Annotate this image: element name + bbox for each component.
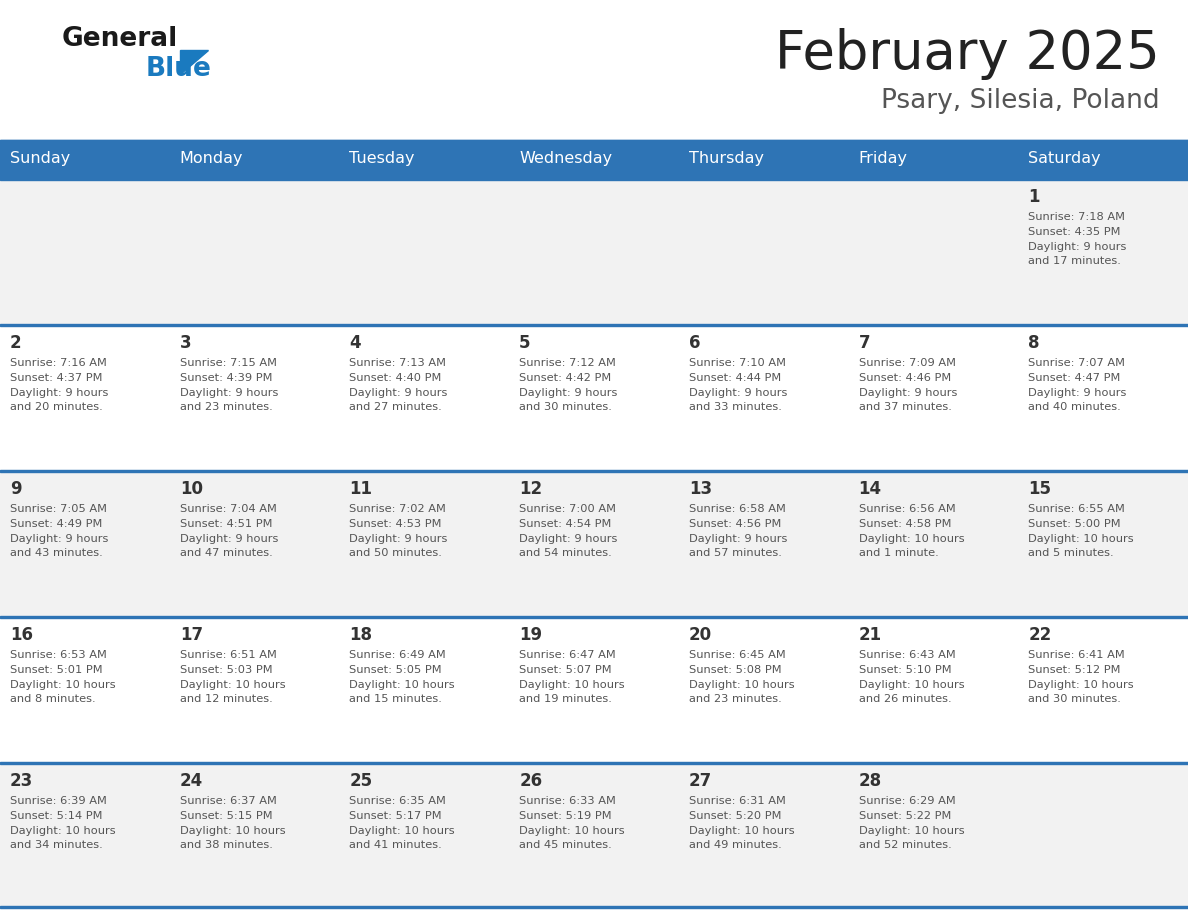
Bar bbox=[0, 616, 1188, 618]
Text: Sunday: Sunday bbox=[10, 151, 70, 166]
Text: Sunrise: 7:09 AM
Sunset: 4:46 PM
Daylight: 9 hours
and 37 minutes.: Sunrise: 7:09 AM Sunset: 4:46 PM Dayligh… bbox=[859, 358, 958, 412]
Text: 19: 19 bbox=[519, 626, 542, 644]
Text: Sunrise: 6:47 AM
Sunset: 5:07 PM
Daylight: 10 hours
and 19 minutes.: Sunrise: 6:47 AM Sunset: 5:07 PM Dayligh… bbox=[519, 650, 625, 704]
Text: Sunrise: 7:05 AM
Sunset: 4:49 PM
Daylight: 9 hours
and 43 minutes.: Sunrise: 7:05 AM Sunset: 4:49 PM Dayligh… bbox=[10, 504, 108, 558]
Text: Sunrise: 6:37 AM
Sunset: 5:15 PM
Daylight: 10 hours
and 38 minutes.: Sunrise: 6:37 AM Sunset: 5:15 PM Dayligh… bbox=[179, 796, 285, 850]
Text: Sunrise: 7:16 AM
Sunset: 4:37 PM
Daylight: 9 hours
and 20 minutes.: Sunrise: 7:16 AM Sunset: 4:37 PM Dayligh… bbox=[10, 358, 108, 412]
Bar bbox=[0, 616, 1188, 762]
Text: Sunrise: 7:10 AM
Sunset: 4:44 PM
Daylight: 9 hours
and 33 minutes.: Sunrise: 7:10 AM Sunset: 4:44 PM Dayligh… bbox=[689, 358, 788, 412]
Text: 5: 5 bbox=[519, 334, 531, 352]
Text: Wednesday: Wednesday bbox=[519, 151, 612, 166]
Text: 17: 17 bbox=[179, 626, 203, 644]
Text: 24: 24 bbox=[179, 772, 203, 790]
Bar bbox=[0, 178, 1188, 180]
Text: Tuesday: Tuesday bbox=[349, 151, 415, 166]
Text: 22: 22 bbox=[1029, 626, 1051, 644]
Text: 7: 7 bbox=[859, 334, 870, 352]
Text: 14: 14 bbox=[859, 480, 881, 498]
Text: Sunrise: 6:41 AM
Sunset: 5:12 PM
Daylight: 10 hours
and 30 minutes.: Sunrise: 6:41 AM Sunset: 5:12 PM Dayligh… bbox=[1029, 650, 1133, 704]
Bar bbox=[0, 324, 1188, 470]
Text: Sunrise: 6:43 AM
Sunset: 5:10 PM
Daylight: 10 hours
and 26 minutes.: Sunrise: 6:43 AM Sunset: 5:10 PM Dayligh… bbox=[859, 650, 965, 704]
Text: 1: 1 bbox=[1029, 188, 1040, 206]
Bar bbox=[0, 140, 1188, 178]
Text: Sunrise: 6:29 AM
Sunset: 5:22 PM
Daylight: 10 hours
and 52 minutes.: Sunrise: 6:29 AM Sunset: 5:22 PM Dayligh… bbox=[859, 796, 965, 850]
Text: 9: 9 bbox=[10, 480, 21, 498]
Text: Sunrise: 6:55 AM
Sunset: 5:00 PM
Daylight: 10 hours
and 5 minutes.: Sunrise: 6:55 AM Sunset: 5:00 PM Dayligh… bbox=[1029, 504, 1133, 558]
Text: Sunrise: 7:13 AM
Sunset: 4:40 PM
Daylight: 9 hours
and 27 minutes.: Sunrise: 7:13 AM Sunset: 4:40 PM Dayligh… bbox=[349, 358, 448, 412]
Text: Sunrise: 6:56 AM
Sunset: 4:58 PM
Daylight: 10 hours
and 1 minute.: Sunrise: 6:56 AM Sunset: 4:58 PM Dayligh… bbox=[859, 504, 965, 558]
Text: Sunrise: 6:58 AM
Sunset: 4:56 PM
Daylight: 9 hours
and 57 minutes.: Sunrise: 6:58 AM Sunset: 4:56 PM Dayligh… bbox=[689, 504, 788, 558]
Bar bbox=[0, 762, 1188, 764]
Text: Sunrise: 6:31 AM
Sunset: 5:20 PM
Daylight: 10 hours
and 49 minutes.: Sunrise: 6:31 AM Sunset: 5:20 PM Dayligh… bbox=[689, 796, 795, 850]
Text: 28: 28 bbox=[859, 772, 881, 790]
Text: Sunrise: 7:12 AM
Sunset: 4:42 PM
Daylight: 9 hours
and 30 minutes.: Sunrise: 7:12 AM Sunset: 4:42 PM Dayligh… bbox=[519, 358, 618, 412]
Text: Sunrise: 7:07 AM
Sunset: 4:47 PM
Daylight: 9 hours
and 40 minutes.: Sunrise: 7:07 AM Sunset: 4:47 PM Dayligh… bbox=[1029, 358, 1126, 412]
Text: Sunrise: 7:04 AM
Sunset: 4:51 PM
Daylight: 9 hours
and 47 minutes.: Sunrise: 7:04 AM Sunset: 4:51 PM Dayligh… bbox=[179, 504, 278, 558]
Text: Sunrise: 6:49 AM
Sunset: 5:05 PM
Daylight: 10 hours
and 15 minutes.: Sunrise: 6:49 AM Sunset: 5:05 PM Dayligh… bbox=[349, 650, 455, 704]
Text: 26: 26 bbox=[519, 772, 542, 790]
Text: Sunrise: 6:35 AM
Sunset: 5:17 PM
Daylight: 10 hours
and 41 minutes.: Sunrise: 6:35 AM Sunset: 5:17 PM Dayligh… bbox=[349, 796, 455, 850]
Text: Sunrise: 7:15 AM
Sunset: 4:39 PM
Daylight: 9 hours
and 23 minutes.: Sunrise: 7:15 AM Sunset: 4:39 PM Dayligh… bbox=[179, 358, 278, 412]
Text: Monday: Monday bbox=[179, 151, 244, 166]
Bar bbox=[0, 762, 1188, 908]
Text: 21: 21 bbox=[859, 626, 881, 644]
Text: Thursday: Thursday bbox=[689, 151, 764, 166]
Text: Friday: Friday bbox=[859, 151, 908, 166]
Text: 12: 12 bbox=[519, 480, 542, 498]
Text: Sunrise: 6:51 AM
Sunset: 5:03 PM
Daylight: 10 hours
and 12 minutes.: Sunrise: 6:51 AM Sunset: 5:03 PM Dayligh… bbox=[179, 650, 285, 704]
Polygon shape bbox=[181, 50, 208, 74]
Text: Sunrise: 6:45 AM
Sunset: 5:08 PM
Daylight: 10 hours
and 23 minutes.: Sunrise: 6:45 AM Sunset: 5:08 PM Dayligh… bbox=[689, 650, 795, 704]
Text: Sunrise: 6:53 AM
Sunset: 5:01 PM
Daylight: 10 hours
and 8 minutes.: Sunrise: 6:53 AM Sunset: 5:01 PM Dayligh… bbox=[10, 650, 115, 704]
Text: Sunrise: 6:39 AM
Sunset: 5:14 PM
Daylight: 10 hours
and 34 minutes.: Sunrise: 6:39 AM Sunset: 5:14 PM Dayligh… bbox=[10, 796, 115, 850]
Text: Sunrise: 7:00 AM
Sunset: 4:54 PM
Daylight: 9 hours
and 54 minutes.: Sunrise: 7:00 AM Sunset: 4:54 PM Dayligh… bbox=[519, 504, 618, 558]
Bar bbox=[0, 324, 1188, 326]
Text: 16: 16 bbox=[10, 626, 33, 644]
Text: 25: 25 bbox=[349, 772, 373, 790]
Bar bbox=[0, 470, 1188, 616]
Text: 27: 27 bbox=[689, 772, 712, 790]
Text: Saturday: Saturday bbox=[1029, 151, 1101, 166]
Bar bbox=[0, 178, 1188, 324]
Text: 10: 10 bbox=[179, 480, 203, 498]
Text: 3: 3 bbox=[179, 334, 191, 352]
Text: 13: 13 bbox=[689, 480, 712, 498]
Text: Sunrise: 7:02 AM
Sunset: 4:53 PM
Daylight: 9 hours
and 50 minutes.: Sunrise: 7:02 AM Sunset: 4:53 PM Dayligh… bbox=[349, 504, 448, 558]
Text: General: General bbox=[62, 26, 178, 52]
Bar bbox=[0, 470, 1188, 472]
Text: 4: 4 bbox=[349, 334, 361, 352]
Text: Blue: Blue bbox=[146, 56, 211, 82]
Text: February 2025: February 2025 bbox=[776, 28, 1159, 80]
Text: 2: 2 bbox=[10, 334, 21, 352]
Text: Sunrise: 6:33 AM
Sunset: 5:19 PM
Daylight: 10 hours
and 45 minutes.: Sunrise: 6:33 AM Sunset: 5:19 PM Dayligh… bbox=[519, 796, 625, 850]
Text: 11: 11 bbox=[349, 480, 372, 498]
Text: 23: 23 bbox=[10, 772, 33, 790]
Text: Sunrise: 7:18 AM
Sunset: 4:35 PM
Daylight: 9 hours
and 17 minutes.: Sunrise: 7:18 AM Sunset: 4:35 PM Dayligh… bbox=[1029, 212, 1126, 266]
Text: 6: 6 bbox=[689, 334, 701, 352]
Text: 15: 15 bbox=[1029, 480, 1051, 498]
Bar bbox=[0, 906, 1188, 908]
Text: 8: 8 bbox=[1029, 334, 1040, 352]
Text: Psary, Silesia, Poland: Psary, Silesia, Poland bbox=[881, 88, 1159, 114]
Text: 20: 20 bbox=[689, 626, 712, 644]
Bar bbox=[0, 140, 1188, 142]
Text: 18: 18 bbox=[349, 626, 372, 644]
